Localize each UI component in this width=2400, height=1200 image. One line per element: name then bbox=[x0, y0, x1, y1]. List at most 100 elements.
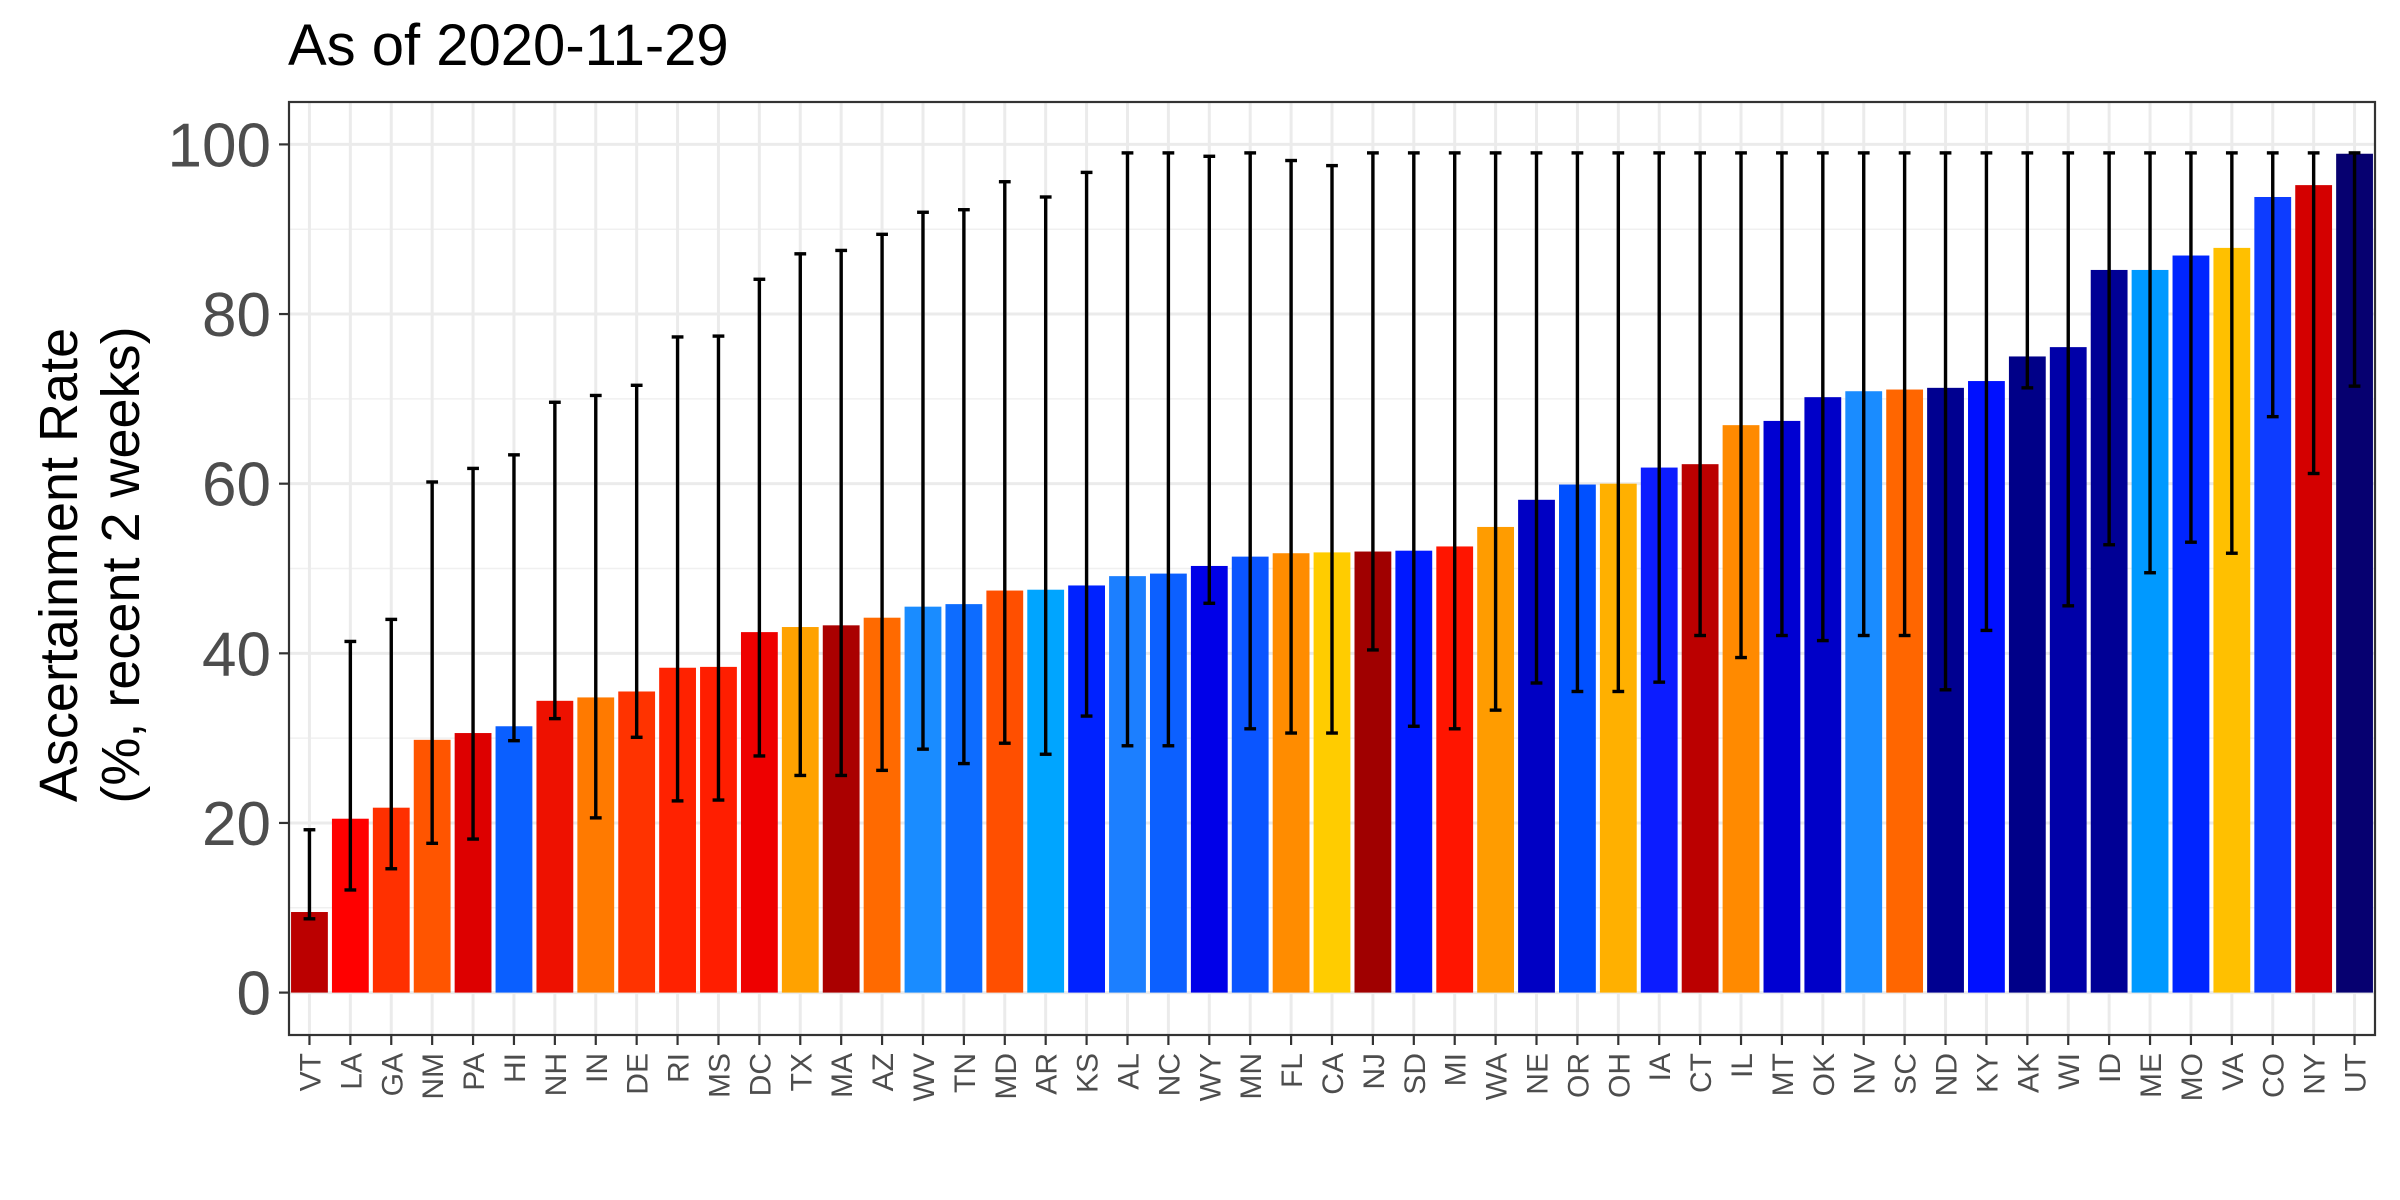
error-bar-ri bbox=[671, 335, 684, 803]
error-bar-ia bbox=[1653, 151, 1666, 684]
error-bar-ca bbox=[1326, 163, 1338, 735]
error-bar-la bbox=[344, 639, 357, 892]
x-tick-label-ri: RI bbox=[663, 1053, 696, 1083]
error-bar-va bbox=[2225, 151, 2238, 555]
y-tick-label: 40 bbox=[202, 620, 271, 689]
x-tick-label-ak: AK bbox=[2012, 1053, 2045, 1093]
y-tick-label: 20 bbox=[202, 790, 271, 859]
error-bar-in bbox=[589, 393, 602, 820]
error-bar-il bbox=[1735, 151, 1747, 660]
error-bar-nc bbox=[1162, 151, 1175, 748]
x-tick-label-sd: SD bbox=[1399, 1053, 1432, 1095]
error-bar-tx bbox=[794, 252, 807, 778]
error-bar-ks bbox=[1080, 170, 1093, 718]
x-tick-label-md: MD bbox=[990, 1053, 1023, 1100]
x-tick-label-nd: ND bbox=[1931, 1053, 1964, 1096]
x-tick-label-me: ME bbox=[2135, 1053, 2168, 1098]
error-bar-ny bbox=[2307, 151, 2320, 476]
x-tick-label-ne: NE bbox=[1522, 1053, 1555, 1095]
y-tick-label: 60 bbox=[202, 451, 271, 520]
error-bar-ne bbox=[1530, 151, 1543, 685]
x-tick-label-ks: KS bbox=[1072, 1053, 1105, 1093]
x-tick-label-mn: MN bbox=[1235, 1053, 1268, 1100]
error-bar-me bbox=[2144, 151, 2156, 575]
y-tick-label: 0 bbox=[237, 960, 271, 1029]
x-tick-label-ny: NY bbox=[2299, 1053, 2332, 1095]
x-tick-label-va: VA bbox=[2217, 1053, 2250, 1091]
x-tick-label-mi: MI bbox=[1440, 1053, 1473, 1086]
error-bars bbox=[303, 151, 2361, 921]
y-tick-label: 80 bbox=[202, 281, 271, 350]
error-bar-sc bbox=[1898, 151, 1911, 638]
error-bar-pa bbox=[467, 466, 479, 841]
x-tick-label-hi: HI bbox=[499, 1053, 532, 1083]
error-bar-sd bbox=[1407, 151, 1420, 728]
x-tick-label-pa: PA bbox=[458, 1053, 491, 1091]
x-tick-label-wy: WY bbox=[1194, 1053, 1227, 1101]
x-tick-label-mo: MO bbox=[2176, 1053, 2209, 1101]
error-bar-ga bbox=[385, 617, 398, 871]
error-bar-fl bbox=[1285, 158, 1297, 735]
error-bar-ok bbox=[1816, 151, 1829, 643]
x-tick-label-la: LA bbox=[335, 1053, 368, 1090]
error-bar-nv bbox=[1857, 151, 1870, 638]
x-tick-label-de: DE bbox=[622, 1053, 655, 1095]
error-bar-mo bbox=[2185, 151, 2197, 544]
bar-hi bbox=[495, 726, 533, 993]
x-tick-label-co: CO bbox=[2258, 1053, 2291, 1098]
bar-ak bbox=[2008, 356, 2046, 993]
error-bar-ky bbox=[1980, 151, 1993, 633]
x-tick-label-ky: KY bbox=[1971, 1053, 2004, 1093]
x-tick-label-ms: MS bbox=[703, 1053, 736, 1098]
error-bar-mt bbox=[1776, 151, 1788, 638]
error-bar-dc bbox=[753, 277, 766, 758]
x-tick-label-al: AL bbox=[1112, 1053, 1145, 1090]
error-bar-wv bbox=[917, 210, 929, 751]
error-bar-oh bbox=[1612, 151, 1625, 694]
error-bar-mn bbox=[1244, 151, 1257, 731]
x-axis: VT LA GA NM PA HI NH IN DE RI MS DC TX MA AZ WV TN MD AR KS… bbox=[294, 1035, 2373, 1101]
error-bar-nj bbox=[1367, 151, 1379, 652]
error-bar-nm bbox=[426, 480, 439, 846]
x-tick-label-ga: GA bbox=[376, 1053, 409, 1096]
error-bar-nd bbox=[1939, 151, 1952, 692]
x-tick-label-ok: OK bbox=[1808, 1053, 1841, 1096]
x-tick-label-wa: WA bbox=[1481, 1053, 1514, 1100]
bar-de bbox=[618, 691, 656, 993]
x-tick-label-vt: VT bbox=[294, 1053, 327, 1091]
error-bar-vt bbox=[303, 828, 316, 921]
bar-nh bbox=[536, 700, 574, 993]
error-bar-al bbox=[1121, 151, 1134, 748]
error-bar-mi bbox=[1448, 151, 1461, 731]
error-bar-wi bbox=[2062, 151, 2075, 608]
error-bar-nh bbox=[548, 400, 561, 721]
x-tick-label-il: IL bbox=[1726, 1053, 1759, 1078]
error-bar-ar bbox=[1039, 195, 1052, 756]
x-tick-label-tx: TX bbox=[785, 1053, 818, 1091]
x-tick-label-ut: UT bbox=[2340, 1053, 2373, 1093]
x-tick-label-ar: AR bbox=[1031, 1053, 1064, 1095]
error-bar-ms bbox=[712, 334, 725, 802]
bar-vt bbox=[291, 912, 328, 993]
error-bar-tn bbox=[957, 208, 970, 766]
error-bar-ct bbox=[1694, 151, 1707, 638]
x-tick-label-oh: OH bbox=[1603, 1053, 1636, 1098]
x-tick-label-in: IN bbox=[581, 1053, 614, 1083]
x-tick-label-wi: WI bbox=[2053, 1053, 2086, 1090]
error-bar-de bbox=[630, 383, 643, 739]
x-tick-label-ma: MA bbox=[826, 1053, 859, 1098]
error-bar-co bbox=[2266, 151, 2279, 419]
x-tick-label-nh: NH bbox=[540, 1053, 573, 1096]
error-bar-ak bbox=[2021, 151, 2034, 390]
chart-title: As of 2020-11-29 bbox=[288, 13, 729, 78]
bar-wy bbox=[1190, 565, 1228, 993]
x-tick-label-ct: CT bbox=[1685, 1053, 1718, 1093]
error-bar-wa bbox=[1489, 151, 1502, 712]
x-tick-label-id: ID bbox=[2094, 1053, 2127, 1083]
x-tick-label-ca: CA bbox=[1317, 1053, 1350, 1095]
x-tick-label-nc: NC bbox=[1153, 1053, 1186, 1096]
x-tick-label-mt: MT bbox=[1767, 1053, 1800, 1096]
y-axis: 0 20 40 60 80 100 bbox=[168, 111, 289, 1029]
error-bar-wy bbox=[1203, 154, 1216, 605]
